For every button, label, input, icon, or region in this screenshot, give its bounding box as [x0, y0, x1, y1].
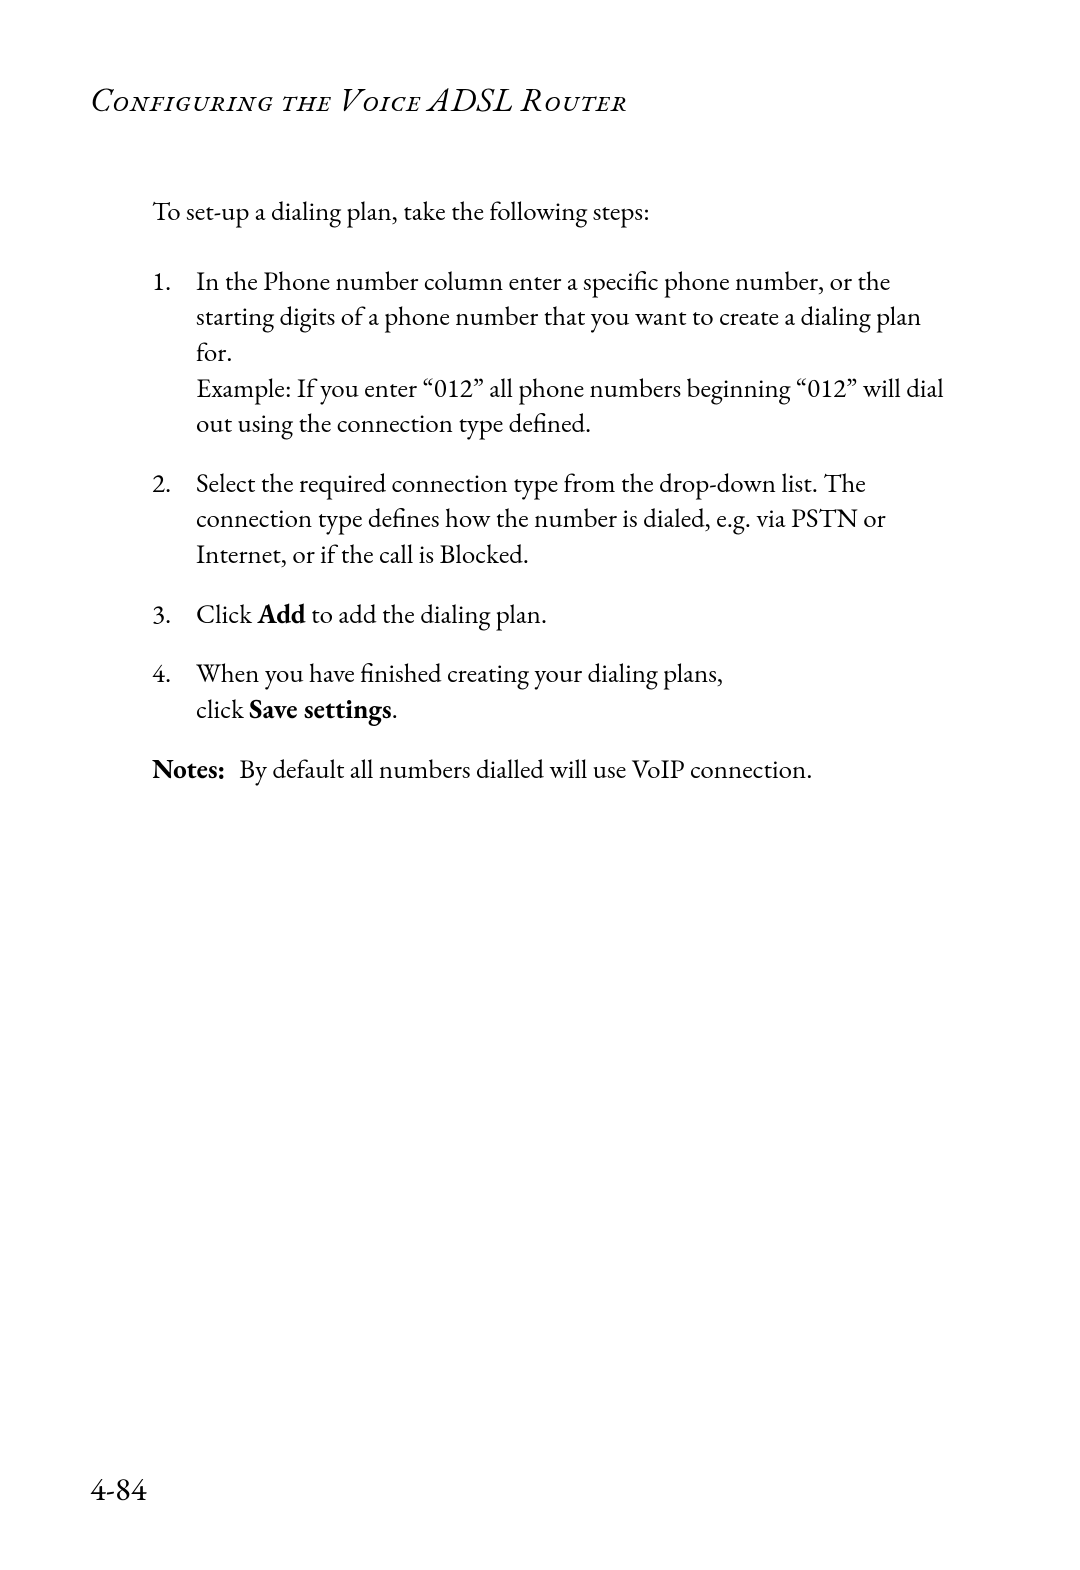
- header-text: Configuring the Voice ADSL Router: [90, 81, 628, 120]
- step-4: 4. When you have finished creating your …: [152, 656, 950, 727]
- step-line2: click Save settings.: [196, 692, 950, 728]
- pre-text: Click: [196, 597, 257, 632]
- step-text: Select the required connection type from…: [196, 466, 950, 573]
- intro-text: To set-up a dialing plan, take the follo…: [152, 194, 950, 230]
- step-text: In the Phone number column enter a speci…: [196, 264, 950, 371]
- post-text: to add the dialing plan.: [306, 597, 547, 632]
- notes-text: By default all numbers dialled will use …: [239, 752, 950, 788]
- pre-text: click: [196, 692, 249, 727]
- step-example: Example: If you enter “012” all phone nu…: [196, 371, 950, 442]
- page-header-title: Configuring the Voice ADSL Router: [90, 78, 990, 122]
- step-2: 2. Select the required connection type f…: [152, 466, 950, 573]
- bold-add: Add: [257, 597, 305, 632]
- step-body: When you have finished creating your dia…: [196, 656, 950, 727]
- step-number: 2.: [152, 466, 196, 573]
- notes: Notes: By default all numbers dialled wi…: [152, 752, 950, 788]
- bold-save-settings: Save settings: [249, 692, 391, 727]
- step-line1: When you have finished creating your dia…: [196, 656, 950, 692]
- post-text: .: [392, 692, 398, 727]
- step-number: 4.: [152, 656, 196, 727]
- step-body: In the Phone number column enter a speci…: [196, 264, 950, 442]
- step-number: 1.: [152, 264, 196, 442]
- step-body: Click Add to add the dialing plan.: [196, 597, 950, 633]
- document-page: Configuring the Voice ADSL Router To set…: [0, 0, 1080, 1570]
- step-3: 3. Click Add to add the dialing plan.: [152, 597, 950, 633]
- content-block: To set-up a dialing plan, take the follo…: [152, 194, 950, 787]
- steps-list: 1. In the Phone number column enter a sp…: [152, 264, 950, 728]
- notes-label: Notes:: [152, 752, 225, 788]
- step-text: Click Add to add the dialing plan.: [196, 597, 950, 633]
- page-number: 4-84: [90, 1467, 147, 1510]
- step-body: Select the required connection type from…: [196, 466, 950, 573]
- step-number: 3.: [152, 597, 196, 633]
- step-1: 1. In the Phone number column enter a sp…: [152, 264, 950, 442]
